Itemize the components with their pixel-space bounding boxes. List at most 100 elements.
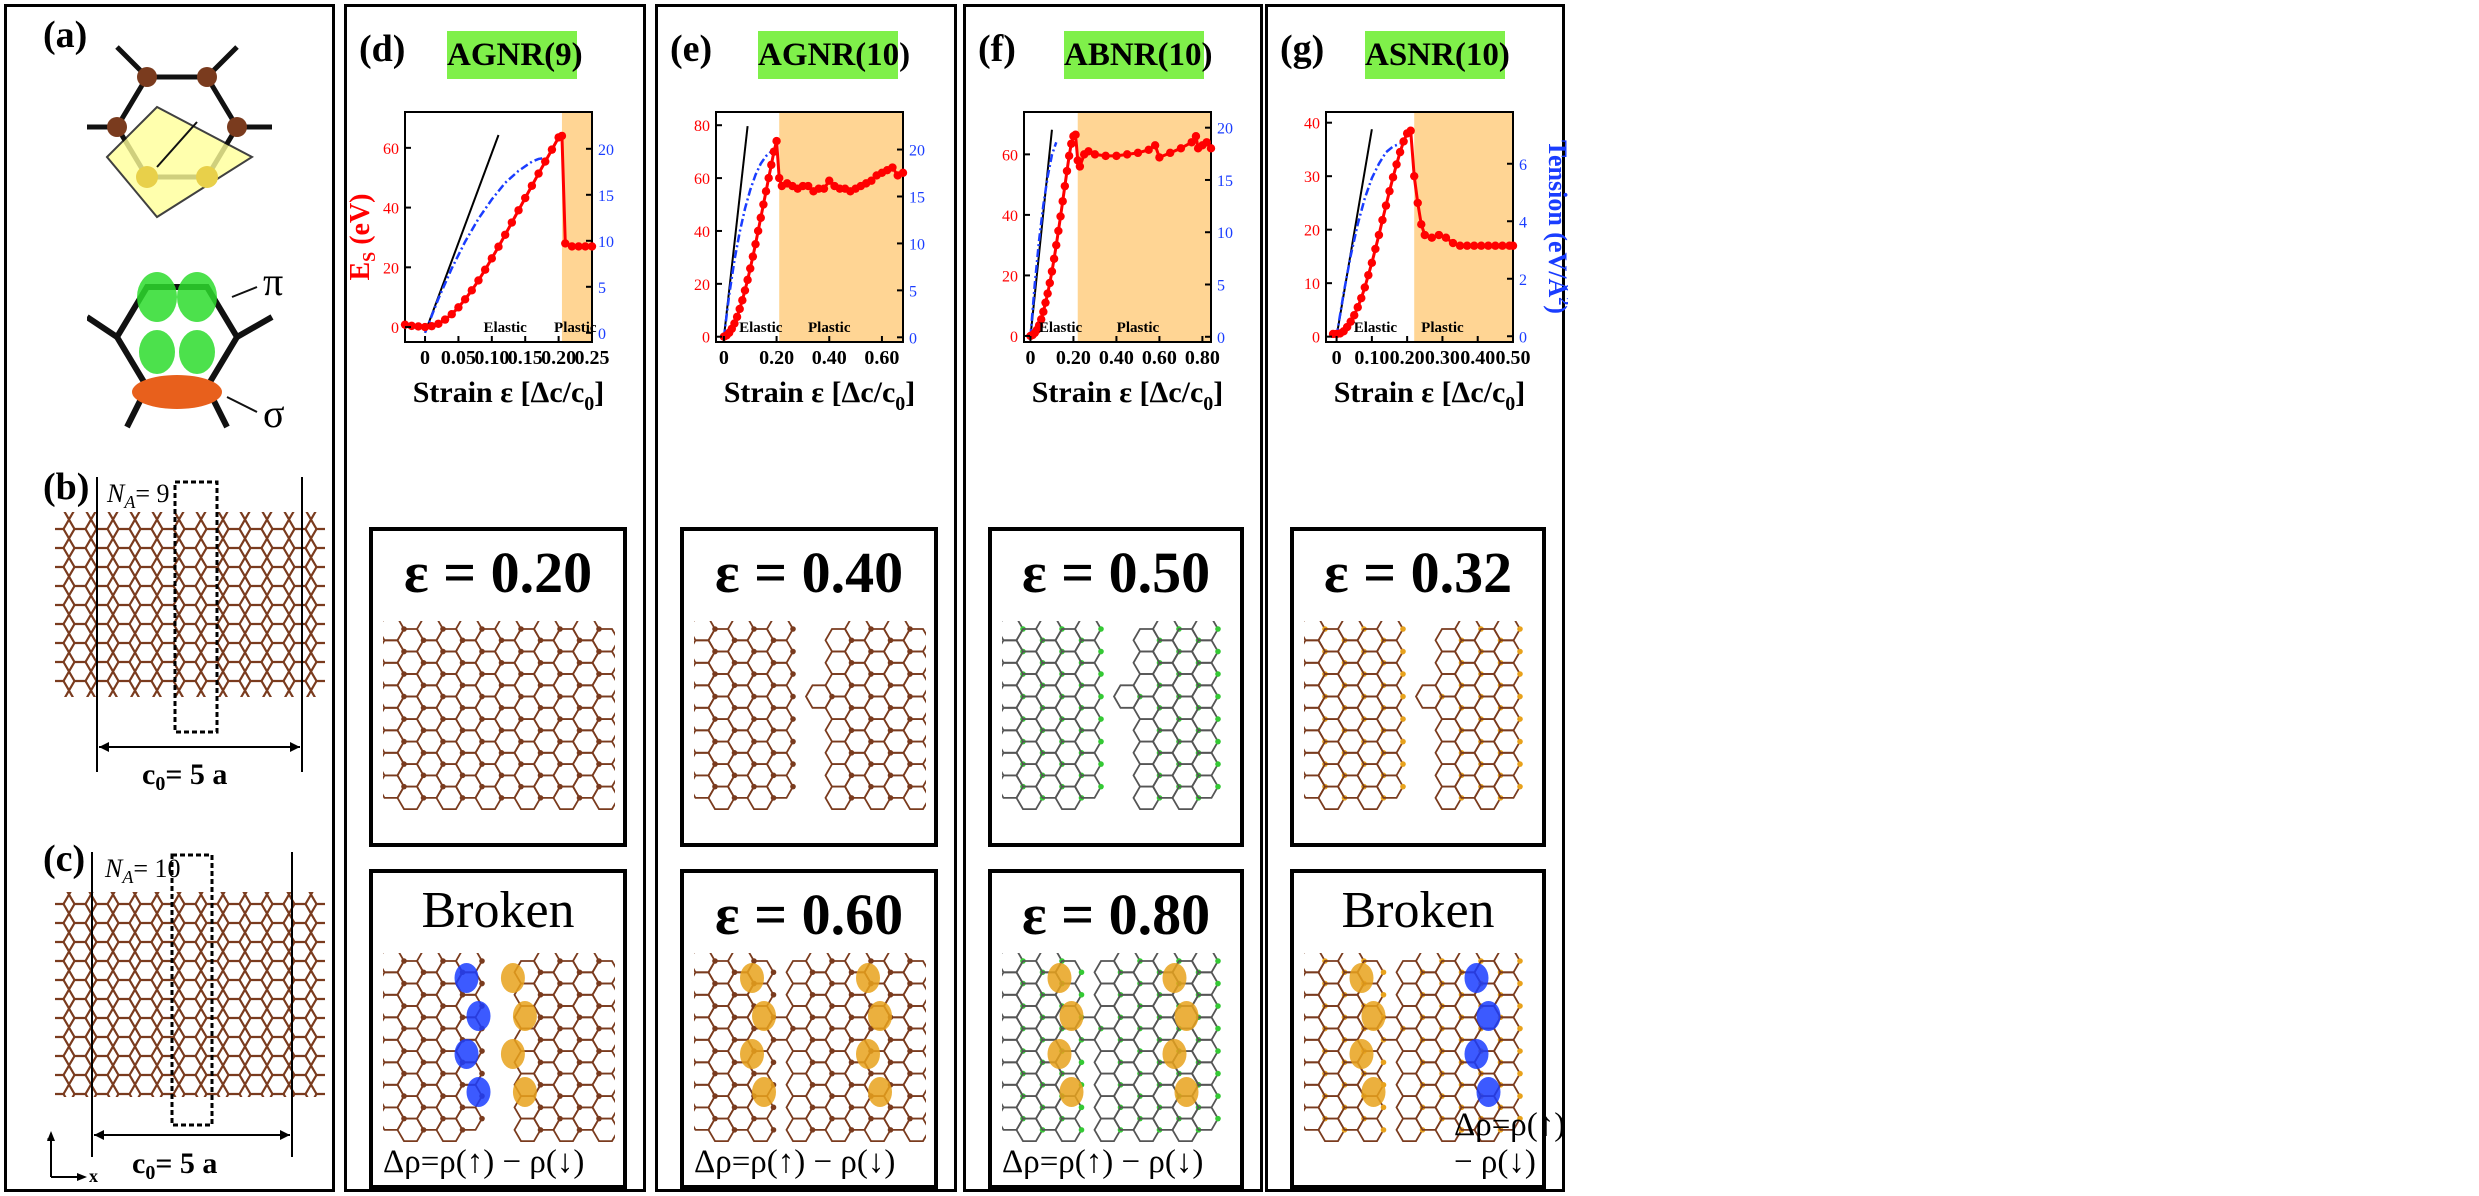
hexagon	[1002, 993, 1025, 1019]
hexagon	[694, 639, 717, 664]
hexagon	[1002, 1038, 1025, 1064]
energy-point	[1374, 230, 1384, 240]
energy-point	[534, 169, 543, 178]
hexagon	[1073, 621, 1103, 642]
hexagon	[694, 661, 717, 687]
hexagon	[694, 971, 717, 996]
atom	[1215, 761, 1221, 767]
hexagon	[1002, 971, 1025, 996]
hexagon	[591, 960, 615, 985]
atom	[1400, 761, 1406, 767]
energy-point	[541, 157, 550, 166]
hexagon	[1375, 774, 1405, 799]
hexagon	[1190, 661, 1220, 687]
spin-density-lobe	[1361, 1001, 1386, 1031]
hexagon	[383, 684, 406, 709]
hexagon	[902, 960, 926, 985]
y-tick-label: 20	[1002, 268, 1018, 285]
hexagon	[383, 1061, 406, 1086]
panel-label-c: (c)	[43, 838, 86, 880]
hexagon	[1190, 953, 1220, 974]
spin-density-lobe	[1174, 1077, 1199, 1107]
energy-point	[1052, 240, 1061, 250]
x-tick-label: 0.30	[1425, 347, 1460, 369]
energy-point	[1381, 201, 1391, 210]
y-tick-label: 20	[383, 260, 399, 277]
spin-density-lobe	[1047, 1039, 1072, 1069]
spin-density-lobe	[500, 963, 525, 993]
atom	[1098, 783, 1104, 790]
strain-panel-2: (e) AGNR(10) 0 20 40 60 80 0 5 10 15 20 0 0.20 0.40 0…	[655, 4, 957, 1192]
hexagon	[1375, 661, 1405, 687]
y-tick-label: 60	[694, 171, 710, 188]
spin-density-formula: Δρ=ρ(↑) − ρ(↓)	[383, 1144, 585, 1180]
y2-tick-label: 4	[1519, 214, 1527, 231]
hexagon	[383, 1106, 406, 1131]
spin-density-snapshot	[1002, 953, 1221, 1143]
plastic-label: Plastic	[1117, 320, 1160, 336]
y-tick-label: 40	[383, 201, 399, 218]
ribbon-b-diagram: NA= 9 c0= 5 a	[55, 477, 325, 792]
y-axis-title: ES (eV)	[347, 194, 379, 281]
hexagon	[1492, 661, 1522, 687]
atom	[1078, 1127, 1085, 1133]
hexagon	[694, 706, 717, 732]
hexagon	[383, 971, 406, 996]
energy-point	[1462, 241, 1472, 250]
lattice	[694, 953, 926, 1143]
snapshot-box-top: ε = 0.20	[369, 527, 627, 847]
hexagon	[591, 982, 615, 1007]
lattice	[383, 953, 615, 1143]
y-tick-label: 20	[1304, 223, 1320, 240]
plastic-region	[1077, 112, 1211, 342]
spin-density-lobe	[1047, 963, 1072, 993]
x-tick-label: 0.60	[864, 347, 899, 369]
hexagon	[1492, 1038, 1522, 1064]
hexagon	[902, 1027, 926, 1052]
spin-density-lobe	[1464, 963, 1489, 993]
hexagon	[1073, 774, 1103, 799]
energy-point	[730, 319, 739, 328]
hexagon	[454, 1106, 484, 1131]
energy-point	[494, 242, 503, 251]
elastic-label: Elastic	[739, 320, 783, 336]
hexagon	[591, 1095, 615, 1120]
energy-point	[1064, 151, 1074, 161]
hexagon	[694, 1083, 717, 1109]
atom	[1517, 738, 1523, 745]
hexagon	[383, 1083, 406, 1109]
atom	[790, 738, 796, 745]
hexagon	[1304, 1038, 1327, 1064]
ribbon-snapshot	[1002, 621, 1221, 811]
hexagon	[1492, 706, 1522, 732]
x-tick-label: 0.50	[1496, 347, 1531, 369]
spin-density-lobe	[1476, 1077, 1501, 1107]
ribbon-tag: ASNR(10)	[1365, 31, 1510, 79]
hexagon	[1492, 729, 1522, 754]
hexagon	[1073, 661, 1103, 687]
strain-energy-chart: 0 20 40 60 0 5 10 15 20 0 0.20 0.40 0.60 0.80 Elastic P…	[1002, 111, 1233, 415]
hexagon	[694, 774, 717, 799]
hexagon	[694, 953, 717, 974]
atom	[1098, 626, 1104, 632]
strain-value-label: ε = 0.40	[714, 540, 904, 605]
atom	[1517, 1003, 1523, 1009]
hexagon	[902, 740, 926, 766]
energy-point	[1484, 241, 1493, 250]
energy-point	[743, 275, 752, 285]
atom	[1215, 671, 1221, 677]
energy-point	[414, 322, 423, 331]
lattice	[694, 621, 926, 811]
ribbon-snapshot	[694, 621, 926, 811]
spin-density-lobe	[868, 1001, 892, 1031]
hexagon	[694, 1016, 717, 1041]
snapshot-box-bottom: ε = 0.60 Δρ=ρ(↑) − ρ(↓)	[680, 869, 938, 1189]
x-tick-label: 0.20	[541, 347, 576, 369]
atom	[1215, 783, 1221, 790]
plastic-label: Plastic	[1421, 320, 1464, 336]
x-tick-label: 0	[420, 347, 430, 369]
hexagon	[902, 1117, 926, 1143]
spin-density-snapshot	[1304, 953, 1523, 1143]
y2-tick-label: 6	[1519, 157, 1527, 174]
hexagon	[1002, 639, 1025, 664]
